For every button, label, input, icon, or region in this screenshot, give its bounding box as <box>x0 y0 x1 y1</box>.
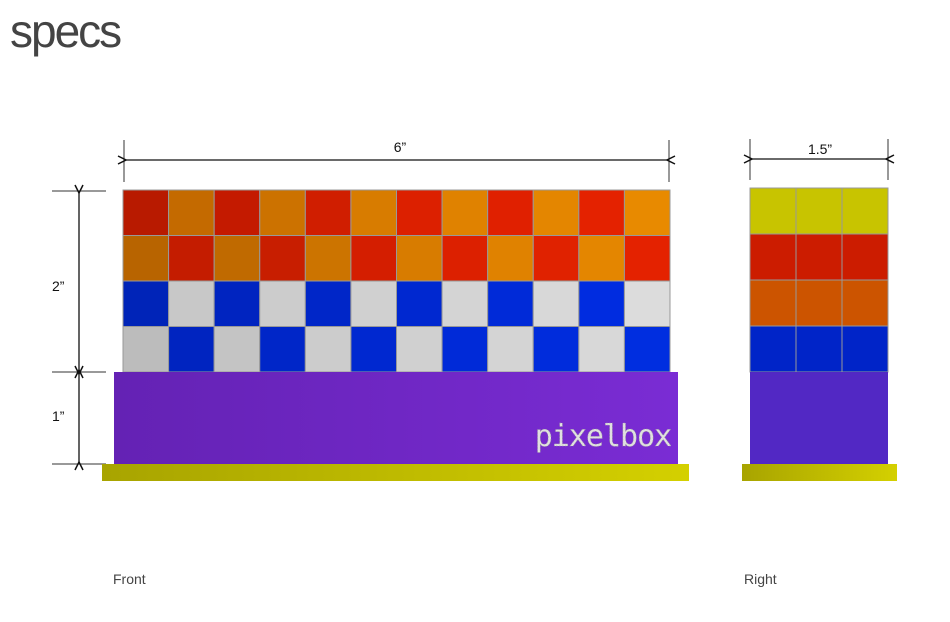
tile <box>749 279 797 327</box>
tile <box>749 325 797 373</box>
tile <box>122 280 170 327</box>
pixelbox-logo: pixelbox <box>535 419 672 454</box>
right-tile-grid <box>749 187 889 373</box>
tile <box>396 235 443 282</box>
tile <box>396 326 443 373</box>
right-width-dimension: 1.5” <box>750 139 888 180</box>
tile <box>578 235 625 282</box>
tile <box>213 235 261 282</box>
tile <box>487 235 534 282</box>
tile <box>168 235 215 282</box>
tile <box>623 280 671 327</box>
front-base-height-label: 1” <box>52 408 65 424</box>
tile <box>122 189 170 236</box>
tile <box>396 280 443 327</box>
right-purple-base <box>750 372 888 464</box>
tile <box>213 189 261 236</box>
tile <box>304 326 352 373</box>
tile <box>487 189 534 236</box>
tile <box>441 235 489 282</box>
tile <box>532 189 580 236</box>
tile <box>350 326 397 373</box>
tile <box>749 187 797 235</box>
tile <box>487 280 534 327</box>
tile <box>441 280 489 327</box>
tile <box>578 326 625 373</box>
tile <box>168 280 215 327</box>
tile <box>122 326 170 373</box>
tile <box>168 326 215 373</box>
tile <box>578 189 625 236</box>
tile <box>795 279 843 327</box>
front-view-label: Front <box>113 571 146 587</box>
tile <box>795 187 843 235</box>
tile <box>841 325 889 373</box>
tile <box>259 326 306 373</box>
tile <box>213 280 261 327</box>
front-purple-base <box>114 372 678 464</box>
tile <box>532 235 580 282</box>
tile <box>122 235 170 282</box>
tile <box>578 280 625 327</box>
tile <box>795 233 843 281</box>
tile <box>350 235 397 282</box>
tile <box>259 280 306 327</box>
tile <box>487 326 534 373</box>
tile <box>441 189 489 236</box>
front-top-height-label: 2” <box>52 278 65 294</box>
tile <box>396 189 443 236</box>
tile <box>841 279 889 327</box>
right-width-label: 1.5” <box>808 141 832 157</box>
tile <box>795 325 843 373</box>
front-tile-grid <box>122 189 671 373</box>
tile <box>304 235 352 282</box>
tile <box>532 280 580 327</box>
page-title: specs <box>10 5 122 57</box>
tile <box>350 280 397 327</box>
tile <box>532 326 580 373</box>
tile <box>259 235 306 282</box>
tile <box>304 280 352 327</box>
tile <box>350 189 397 236</box>
right-yellow-plinth <box>742 464 897 481</box>
tile <box>304 189 352 236</box>
tile <box>623 326 671 373</box>
tile <box>168 189 215 236</box>
tile <box>841 187 889 235</box>
tile <box>841 233 889 281</box>
front-height-dimension: 2” 1” <box>52 191 106 464</box>
tile <box>749 233 797 281</box>
tile <box>259 189 306 236</box>
front-width-label: 6” <box>394 139 407 155</box>
tile <box>213 326 261 373</box>
tile <box>441 326 489 373</box>
tile <box>623 235 671 282</box>
front-width-dimension: 6” <box>124 139 669 182</box>
front-yellow-plinth <box>102 464 689 481</box>
tile <box>623 189 671 236</box>
right-view-label: Right <box>744 571 777 587</box>
